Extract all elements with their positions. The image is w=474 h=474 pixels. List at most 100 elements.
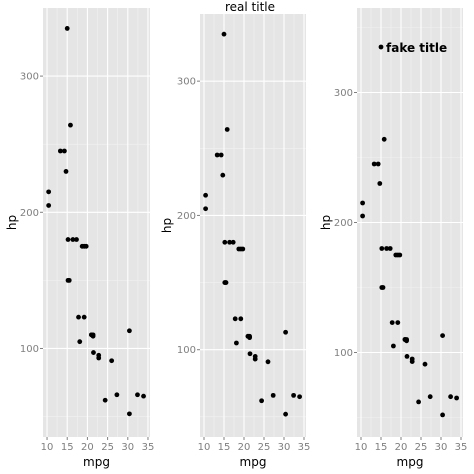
data-point (377, 181, 383, 186)
data-point (77, 339, 83, 345)
x-tick-label: 15 (375, 442, 388, 453)
data-point (393, 252, 399, 258)
data-point (81, 314, 87, 320)
x-axis-label: mpg (240, 455, 267, 469)
data-point (440, 333, 445, 338)
data-point (109, 358, 115, 364)
x-axis-label: mpg (397, 455, 424, 469)
x-tick-label: 35 (298, 442, 311, 453)
data-point (375, 161, 381, 167)
data-point (223, 280, 229, 285)
data-point (404, 354, 410, 359)
data-point (395, 320, 401, 325)
data-point (90, 333, 96, 339)
x-tick-label: 10 (198, 442, 211, 453)
y-tick-label: 300 (334, 88, 353, 99)
plot-background (43, 8, 150, 437)
data-point (360, 213, 365, 219)
y-axis-label: hp (160, 218, 174, 233)
data-point (283, 411, 288, 417)
data-point (79, 243, 85, 249)
data-point (378, 44, 384, 50)
y-axis-label: hp (5, 215, 19, 230)
x-tick-label: 20 (238, 442, 251, 453)
data-point (141, 393, 146, 399)
data-point (218, 152, 224, 158)
data-point (236, 246, 242, 252)
x-tick-label: 20 (395, 442, 408, 453)
x-tick-label: 25 (258, 442, 271, 453)
y-tick-label: 100 (20, 344, 39, 355)
x-tick-label: 20 (81, 442, 94, 453)
data-point (57, 148, 63, 154)
data-point (404, 338, 409, 344)
data-point (409, 359, 415, 364)
x-tick-label: 25 (415, 442, 428, 453)
data-point (379, 246, 385, 251)
x-tick-label: 30 (278, 442, 291, 453)
data-point (297, 394, 302, 400)
data-point (220, 172, 226, 178)
data-point (46, 203, 52, 208)
y-tick-label: 100 (334, 348, 353, 359)
data-point (238, 316, 244, 322)
data-point (440, 412, 445, 418)
data-point (102, 397, 108, 403)
x-tick-label: 35 (455, 442, 468, 453)
data-point (70, 237, 76, 242)
data-point (422, 361, 428, 367)
data-point (83, 243, 89, 249)
data-point (96, 355, 102, 361)
data-point (222, 239, 228, 245)
data-point (68, 122, 73, 128)
data-point (454, 395, 459, 401)
data-point (232, 316, 238, 322)
y-tick-label: 200 (177, 211, 196, 222)
data-point (127, 411, 132, 417)
data-point (76, 314, 81, 320)
x-tick-label: 25 (101, 442, 114, 453)
y-tick-label: 300 (177, 77, 196, 88)
data-point (221, 31, 227, 37)
data-point (91, 350, 96, 355)
panel-1: 10 15 20 25 30 35 100 200 300 mpg hp (5, 8, 154, 469)
plot-background (200, 14, 306, 437)
data-point (64, 26, 70, 31)
data-point (74, 237, 79, 242)
data-point (380, 285, 386, 290)
data-point (127, 328, 132, 334)
data-point (252, 356, 258, 362)
y-tick-label: 300 (20, 72, 39, 83)
data-point (384, 246, 389, 251)
x-tick-label: 35 (142, 442, 155, 453)
x-tick-label: 10 (41, 442, 54, 453)
data-point (230, 239, 236, 245)
data-point (387, 246, 393, 251)
data-point (397, 252, 403, 258)
panel-2: 10 15 20 25 30 35 100 200 300 mpg hp (160, 14, 310, 469)
panel-3: 10 15 20 25 30 35 100 200 300 mpg hp fake title (319, 8, 467, 469)
data-point (62, 148, 67, 154)
data-point (283, 329, 288, 335)
data-point (427, 394, 433, 400)
data-point (291, 392, 296, 398)
data-point (381, 136, 387, 142)
x-tick-label: 15 (61, 442, 74, 453)
x-axis-label: mpg (83, 455, 110, 469)
data-point (389, 320, 395, 325)
data-point (247, 335, 253, 341)
data-point (65, 237, 71, 242)
data-point (391, 343, 396, 349)
data-point (203, 206, 209, 212)
data-point (63, 169, 69, 174)
y-tick-label: 100 (177, 345, 196, 356)
data-point (203, 192, 209, 198)
data-point (240, 246, 246, 252)
data-point (227, 239, 233, 245)
data-point (114, 392, 120, 398)
data-point (224, 127, 230, 132)
data-point (46, 189, 52, 195)
data-point (416, 399, 421, 405)
